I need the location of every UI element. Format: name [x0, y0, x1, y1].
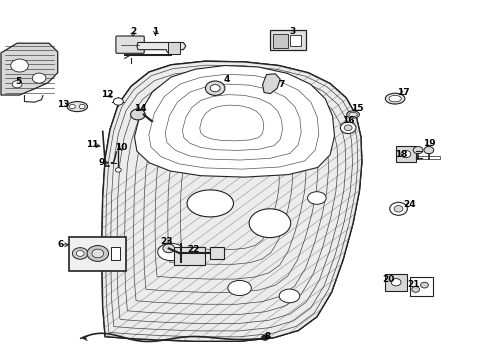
Circle shape — [163, 244, 174, 253]
Text: 6: 6 — [58, 240, 64, 249]
Circle shape — [12, 81, 22, 88]
Text: 4: 4 — [223, 75, 230, 84]
Circle shape — [390, 279, 400, 286]
Bar — [273, 34, 287, 48]
Bar — [289, 35, 300, 46]
Circle shape — [130, 109, 145, 120]
Circle shape — [113, 98, 123, 105]
Circle shape — [423, 147, 433, 154]
Ellipse shape — [67, 102, 87, 112]
Ellipse shape — [186, 190, 233, 217]
Text: 22: 22 — [186, 245, 199, 253]
Bar — [409, 277, 432, 296]
Text: 12: 12 — [101, 90, 114, 99]
Polygon shape — [134, 66, 334, 177]
FancyBboxPatch shape — [116, 36, 144, 53]
Circle shape — [79, 104, 85, 109]
Polygon shape — [137, 42, 185, 53]
Ellipse shape — [307, 192, 325, 204]
Circle shape — [393, 206, 402, 212]
Circle shape — [261, 335, 268, 340]
Text: 23: 23 — [160, 238, 172, 246]
Ellipse shape — [346, 111, 359, 118]
Circle shape — [76, 251, 84, 256]
Polygon shape — [102, 61, 361, 341]
Ellipse shape — [388, 95, 401, 102]
Circle shape — [344, 125, 351, 131]
Ellipse shape — [348, 112, 357, 117]
Circle shape — [11, 59, 28, 72]
Text: 14: 14 — [134, 104, 147, 112]
Text: 17: 17 — [396, 88, 409, 97]
Bar — [111, 247, 120, 260]
Circle shape — [411, 287, 419, 292]
Text: 7: 7 — [278, 80, 285, 89]
Circle shape — [210, 85, 220, 92]
Circle shape — [87, 246, 108, 261]
Circle shape — [205, 81, 224, 95]
Text: 5: 5 — [16, 77, 21, 85]
Text: 3: 3 — [289, 27, 295, 36]
Text: 8: 8 — [264, 332, 270, 341]
Circle shape — [420, 282, 427, 288]
Text: 13: 13 — [57, 100, 70, 109]
Bar — [69, 237, 125, 271]
Text: 16: 16 — [341, 116, 354, 125]
PathPatch shape — [102, 61, 361, 341]
Text: 1: 1 — [152, 27, 158, 36]
Circle shape — [32, 73, 46, 83]
Ellipse shape — [385, 93, 404, 104]
Circle shape — [69, 104, 75, 109]
Ellipse shape — [279, 289, 299, 303]
Bar — [416, 156, 439, 159]
FancyBboxPatch shape — [270, 30, 305, 50]
Bar — [210, 247, 224, 259]
Polygon shape — [1, 43, 58, 95]
Circle shape — [389, 202, 407, 215]
FancyBboxPatch shape — [168, 42, 180, 54]
Bar — [173, 247, 205, 265]
Text: 24: 24 — [403, 200, 415, 209]
Circle shape — [92, 249, 103, 258]
Text: 9: 9 — [98, 158, 105, 167]
Circle shape — [72, 248, 88, 259]
Text: 20: 20 — [382, 274, 394, 284]
Ellipse shape — [249, 209, 290, 238]
Circle shape — [400, 150, 410, 158]
Text: 2: 2 — [130, 27, 136, 36]
Circle shape — [340, 122, 355, 134]
Text: 19: 19 — [422, 139, 435, 148]
Text: 15: 15 — [350, 104, 363, 113]
Bar — [395, 146, 415, 162]
Polygon shape — [262, 74, 280, 94]
Circle shape — [412, 147, 422, 154]
Text: 18: 18 — [394, 150, 407, 158]
Bar — [385, 274, 407, 291]
Circle shape — [115, 168, 121, 172]
Text: 11: 11 — [85, 140, 98, 149]
Text: 21: 21 — [406, 280, 419, 289]
Ellipse shape — [157, 243, 184, 261]
Ellipse shape — [227, 280, 251, 296]
Text: 10: 10 — [115, 143, 127, 152]
